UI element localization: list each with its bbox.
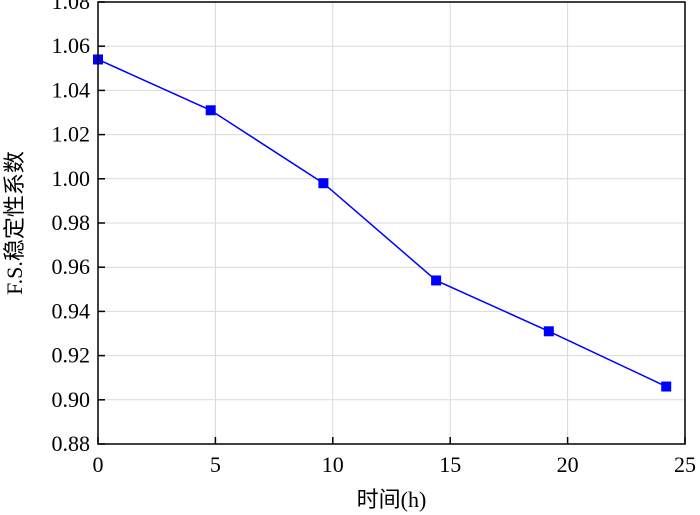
data-point	[543, 326, 554, 337]
y-tick-label: 0.92	[52, 343, 91, 368]
y-tick-label: 1.00	[52, 166, 91, 191]
y-tick-label: 1.02	[52, 122, 91, 147]
y-tick-label: 0.90	[52, 387, 91, 412]
x-tick-label: 0	[93, 452, 104, 477]
y-tick-labels: 0.88 0.90 0.92 0.94 0.96 0.98 1.00 1.02 1.04 1.06…	[52, 0, 91, 456]
x-axis-title: 时间(h)	[357, 487, 427, 512]
x-tick-label: 5	[210, 452, 221, 477]
data-point	[205, 105, 216, 116]
grid-lines	[98, 2, 685, 444]
data-point	[431, 275, 442, 286]
series-line	[97, 58, 667, 388]
y-tick-label: 0.94	[52, 298, 91, 323]
y-tick-label: 1.06	[52, 33, 91, 58]
plot-frame	[97, 1, 686, 445]
y-tick-label: 0.96	[52, 254, 91, 279]
y-tick-label: 1.04	[52, 77, 91, 102]
x-tick-label: 20	[557, 452, 579, 477]
x-tick-labels: 0 5 10 15 20 25	[93, 452, 697, 477]
x-tick-label: 25	[674, 452, 696, 477]
y-axis-title: F.S.稳定性系数	[2, 151, 27, 295]
data-point	[318, 178, 329, 189]
data-point	[661, 381, 672, 392]
y-tick-label: 1.08	[52, 0, 91, 14]
y-tick-label: 0.98	[52, 210, 91, 235]
x-tick-label: 10	[322, 452, 344, 477]
x-tick-label: 15	[439, 452, 461, 477]
y-tick-label: 0.88	[52, 431, 91, 456]
